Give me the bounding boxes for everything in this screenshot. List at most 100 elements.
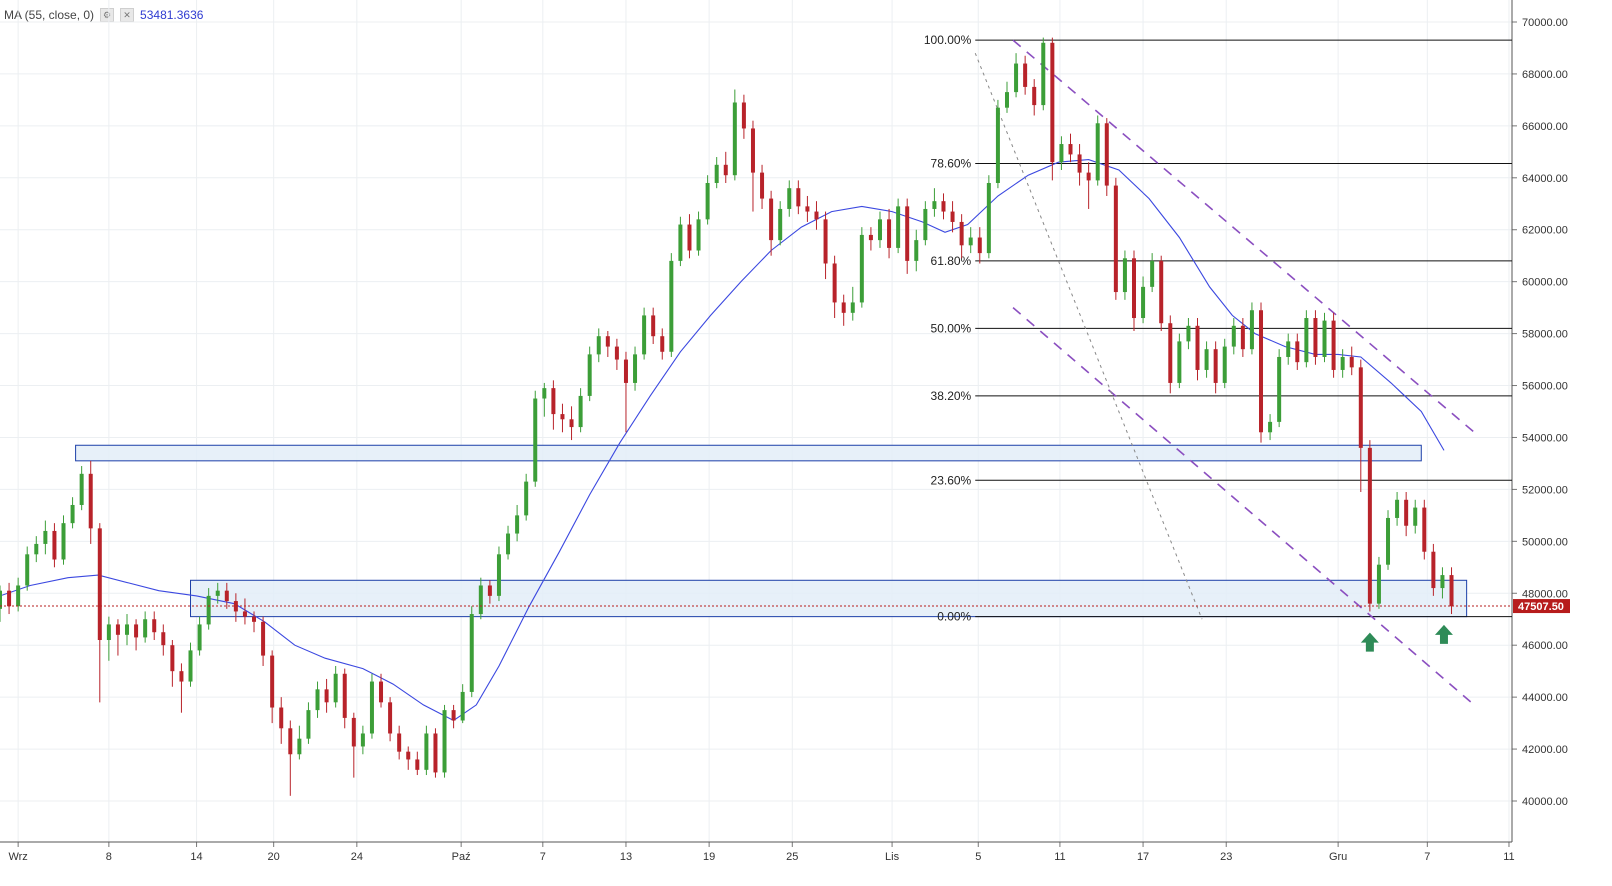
candle-body	[714, 164, 719, 183]
candle-body	[215, 590, 220, 596]
close-icon[interactable]: ✕	[120, 8, 135, 22]
fib-level-label: 61.80%	[931, 254, 972, 268]
candle-body	[569, 419, 574, 428]
y-tick-label: 60000.00	[1522, 277, 1568, 289]
candle-body	[587, 354, 592, 396]
candle-body	[1404, 499, 1409, 526]
x-tick-label: 14	[190, 851, 202, 863]
candle-body	[1331, 320, 1336, 370]
candle-body	[887, 219, 892, 248]
x-tick-label: 23	[1220, 851, 1232, 863]
candle-body	[487, 585, 492, 596]
candle-body	[134, 624, 139, 638]
y-tick-label: 70000.00	[1522, 17, 1568, 29]
candle-body	[1304, 318, 1309, 363]
candle-body	[805, 206, 810, 212]
candle-body	[687, 224, 692, 251]
candle-body	[306, 710, 311, 739]
fib-level-label: 50.00%	[931, 321, 972, 335]
candle-body	[297, 738, 302, 755]
x-tick-label: Paź	[452, 851, 471, 863]
candle-body	[7, 590, 12, 607]
x-tick-label: Gru	[1329, 851, 1347, 863]
x-tick-label: 7	[1424, 851, 1430, 863]
x-tick-label: Lis	[885, 851, 900, 863]
candle-body	[342, 673, 347, 718]
candle-body	[0, 590, 2, 609]
candle-body	[170, 645, 175, 672]
candle-body	[623, 359, 628, 383]
candle-body	[1132, 258, 1136, 319]
candle-body	[460, 691, 465, 721]
candle-body	[1023, 63, 1028, 87]
candle-body	[723, 164, 728, 176]
candle-body	[315, 689, 320, 711]
candle-body	[197, 624, 202, 651]
last-price-tag	[1513, 599, 1570, 614]
candle-body	[642, 315, 647, 355]
candle-body	[1322, 320, 1327, 357]
fib-trend-line	[974, 52, 1203, 620]
candle-body	[179, 671, 184, 682]
x-tick-label: 17	[1137, 851, 1149, 863]
moving-average-line	[0, 159, 1445, 722]
candle-body	[732, 102, 737, 176]
candle-body	[125, 624, 130, 635]
candle-body	[1440, 575, 1445, 589]
candle-body	[1177, 341, 1182, 383]
fib-level-label: 38.20%	[931, 389, 972, 403]
candle-body	[1358, 367, 1363, 448]
candle-body	[1104, 123, 1109, 186]
candle-body	[760, 172, 765, 199]
candle-body	[397, 733, 402, 752]
candle-body	[1059, 144, 1064, 163]
candle-body	[1122, 258, 1127, 293]
candle-body	[288, 728, 293, 755]
candle-body	[242, 611, 247, 617]
candle-body	[787, 188, 792, 209]
ma-legend: MA (55, close, 0) ⚙ ✕ 53481.3636	[4, 8, 203, 22]
candle-body	[1077, 154, 1082, 173]
candle-body	[406, 751, 411, 760]
x-tick-label: 8	[106, 851, 112, 863]
candle-body	[660, 336, 665, 352]
candle-body	[1367, 447, 1372, 604]
x-tick-label: 11	[1503, 851, 1514, 863]
candle-body	[896, 206, 901, 248]
candle-body	[696, 219, 701, 251]
candle-body	[143, 619, 148, 638]
x-tick-label: 7	[540, 851, 546, 863]
candle-body	[1277, 356, 1282, 422]
candle-body	[333, 673, 338, 703]
ma-legend-label: MA (55, close, 0)	[4, 8, 95, 22]
y-tick-label: 42000.00	[1522, 744, 1568, 756]
candle-body	[868, 234, 873, 241]
candle-body	[533, 398, 538, 482]
candle-body	[832, 263, 837, 303]
y-tick-label: 64000.00	[1522, 173, 1568, 185]
y-tick-label: 68000.00	[1522, 69, 1568, 81]
fib-level-label: 78.60%	[931, 157, 972, 171]
x-tick-label: 11	[1054, 851, 1065, 863]
candle-body	[950, 211, 955, 222]
candle-body	[506, 533, 511, 555]
x-tick-label: 19	[703, 851, 715, 863]
candle-body	[25, 554, 30, 586]
candle-body	[360, 733, 365, 747]
candle-body	[1113, 185, 1118, 293]
y-tick-label: 56000.00	[1522, 381, 1568, 393]
candle-body	[1041, 42, 1046, 106]
candle-body	[279, 707, 284, 729]
candle-body	[995, 107, 1000, 183]
x-tick-label: 25	[786, 851, 798, 863]
candle-body	[705, 182, 710, 220]
ma-legend-value: 53481.3636	[140, 8, 204, 22]
candle-body	[52, 530, 57, 560]
candle-body	[841, 302, 846, 313]
candle-body	[877, 219, 882, 241]
last-price-label: 47507.50	[1518, 601, 1564, 613]
y-tick-label: 66000.00	[1522, 121, 1568, 133]
candle-body	[923, 208, 928, 241]
candle-body	[859, 234, 864, 303]
